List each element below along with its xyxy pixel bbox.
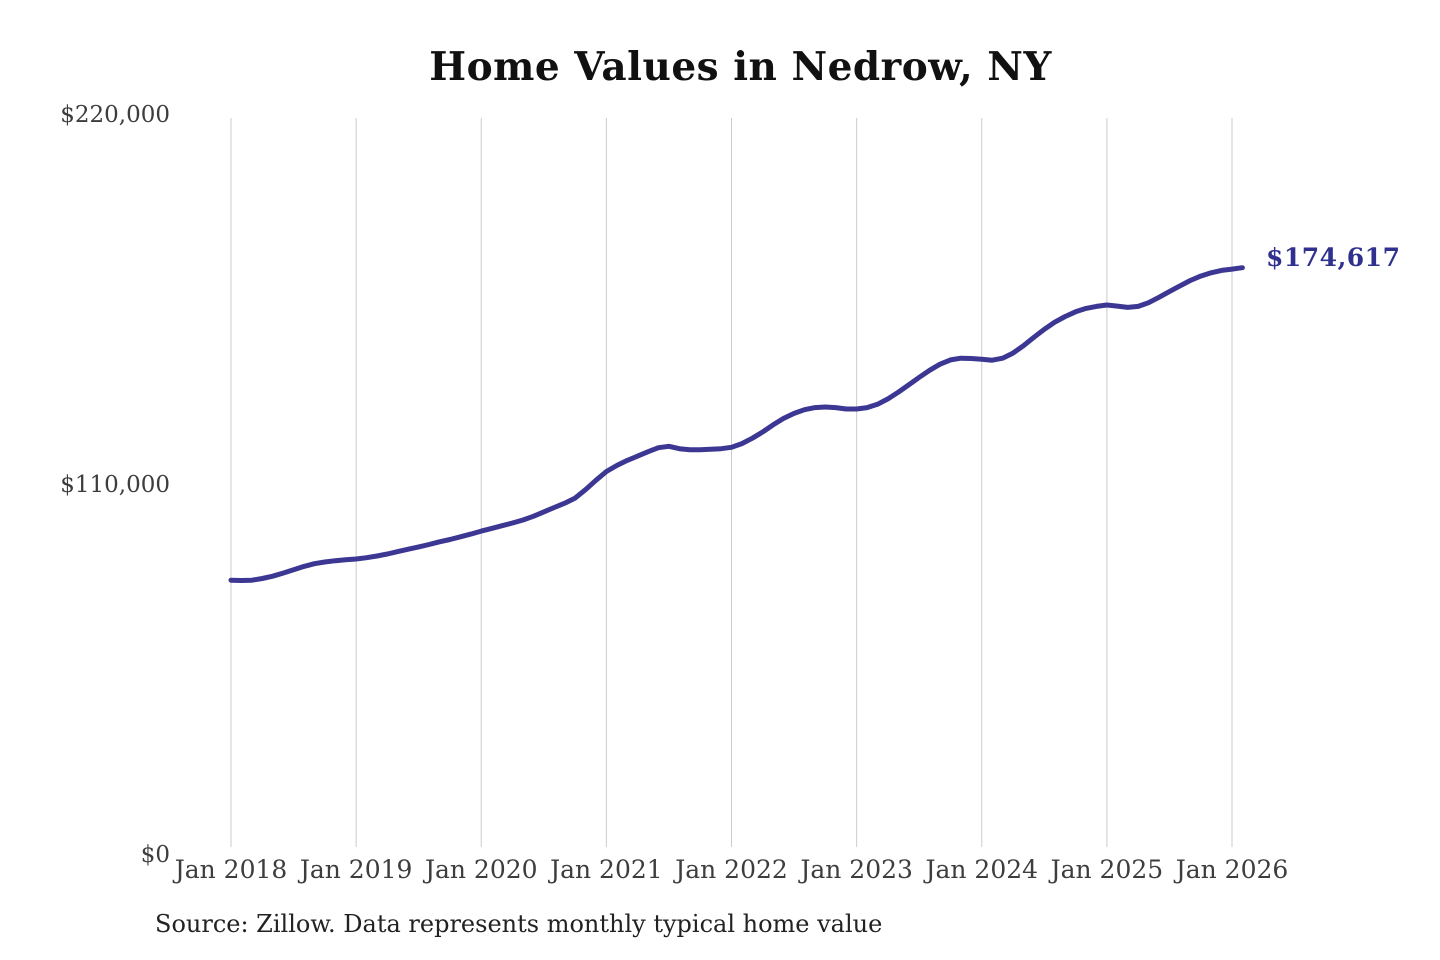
source-note: Source: Zillow. Data represents monthly … bbox=[155, 910, 883, 938]
y-axis-tick-label: $110,000 bbox=[60, 472, 170, 498]
y-axis-tick-label: $0 bbox=[140, 842, 170, 868]
y-axis-tick-label: $220,000 bbox=[60, 102, 170, 128]
x-axis-tick-label: Jan 2026 bbox=[1175, 855, 1289, 884]
x-axis-tick-label: Jan 2019 bbox=[299, 855, 413, 884]
x-axis-tick-label: Jan 2022 bbox=[675, 855, 788, 884]
home-value-line bbox=[228, 265, 1245, 583]
chart-title: Home Values in Nedrow, NY bbox=[429, 44, 1052, 90]
x-axis-tick-label: Jan 2021 bbox=[550, 855, 663, 884]
x-axis-tick-label: Jan 2025 bbox=[1050, 855, 1164, 884]
x-axis-tick-label: Jan 2024 bbox=[925, 855, 1039, 884]
latest-value-label: $174,617 bbox=[1266, 243, 1401, 272]
x-axis-tick-label: Jan 2018 bbox=[174, 855, 288, 884]
x-axis-tick-label: Jan 2020 bbox=[424, 855, 538, 884]
x-axis-tick-label: Jan 2023 bbox=[800, 855, 913, 884]
